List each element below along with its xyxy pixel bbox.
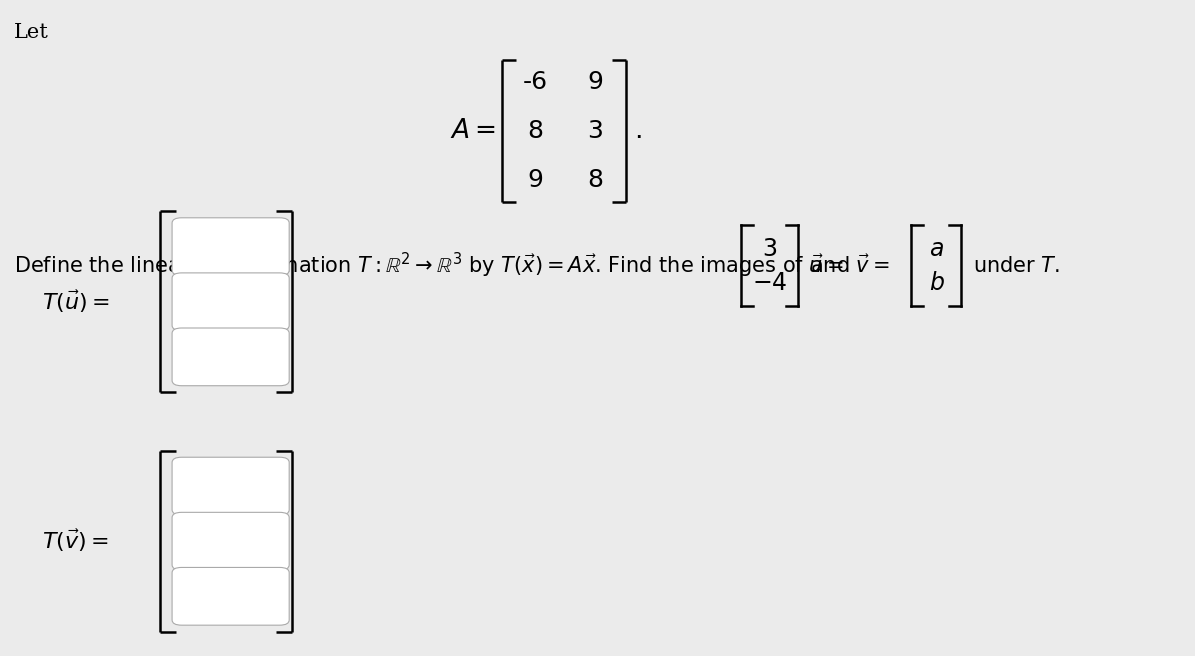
Text: $T(\vec{u}) =$: $T(\vec{u}) =$ — [42, 289, 110, 315]
FancyBboxPatch shape — [172, 218, 289, 276]
Text: 9: 9 — [587, 70, 603, 94]
Text: 9: 9 — [527, 169, 544, 192]
Text: $3$: $3$ — [762, 237, 777, 260]
Text: 8: 8 — [587, 169, 603, 192]
Text: and $\vec{v} =$: and $\vec{v} =$ — [810, 255, 890, 277]
Text: $-4$: $-4$ — [752, 271, 788, 295]
Text: 3: 3 — [587, 119, 603, 143]
Text: .: . — [635, 118, 643, 144]
Text: 8: 8 — [527, 119, 544, 143]
FancyBboxPatch shape — [172, 457, 289, 515]
Text: under $T$.: under $T$. — [973, 256, 1060, 276]
Text: $A =$: $A =$ — [451, 118, 496, 144]
Text: -6: -6 — [522, 70, 549, 94]
Text: Let: Let — [14, 23, 49, 42]
Text: $a$: $a$ — [930, 237, 944, 260]
FancyBboxPatch shape — [172, 328, 289, 386]
FancyBboxPatch shape — [172, 273, 289, 331]
Text: $T(\vec{v}) =$: $T(\vec{v}) =$ — [42, 528, 109, 554]
FancyBboxPatch shape — [172, 567, 289, 625]
Text: $b$: $b$ — [929, 271, 945, 295]
FancyBboxPatch shape — [172, 512, 289, 570]
Text: Define the linear transformation $T : \mathbb{R}^2 \rightarrow \mathbb{R}^3$ by : Define the linear transformation $T : \m… — [14, 251, 844, 280]
